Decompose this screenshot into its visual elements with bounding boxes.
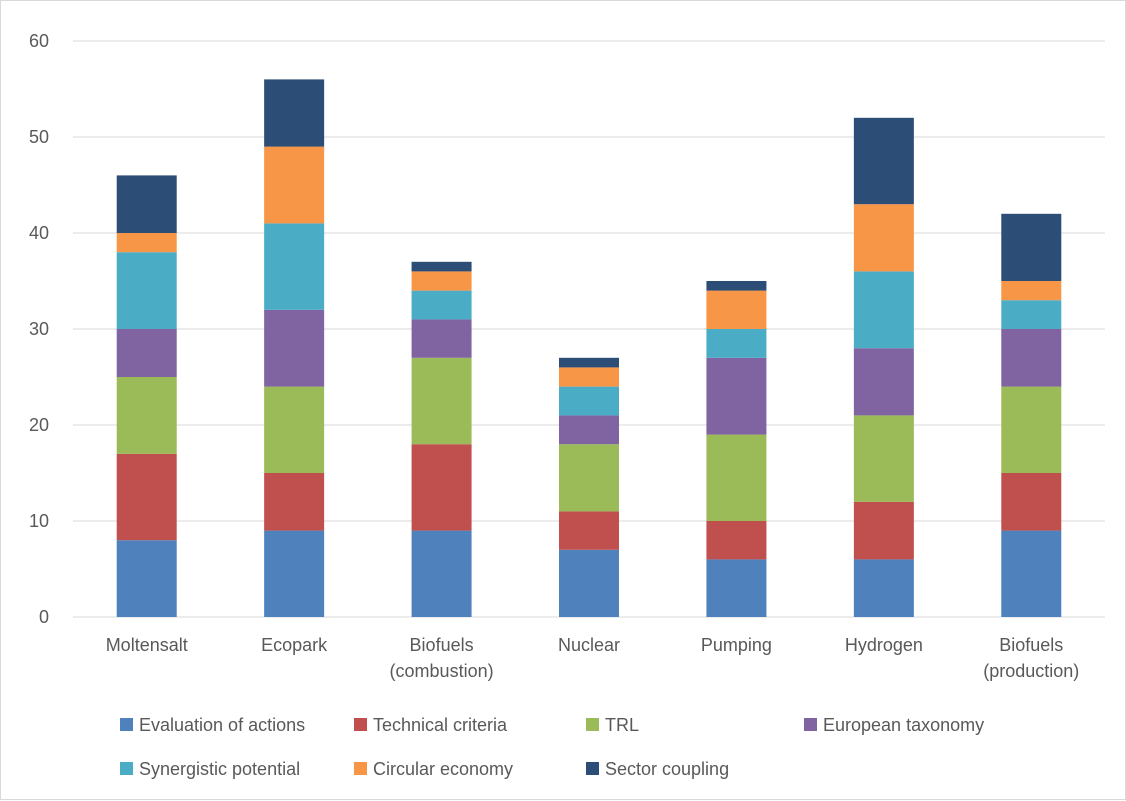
legend-item: Evaluation of actions — [120, 715, 305, 735]
y-tick-label: 60 — [29, 31, 49, 51]
legend-item: Synergistic potential — [120, 759, 300, 779]
bar-segment — [411, 530, 472, 617]
bar-segment — [1001, 473, 1062, 531]
bar-segment — [411, 261, 472, 272]
legend-swatch — [804, 718, 817, 731]
bar-segment — [264, 79, 325, 147]
y-tick-label: 0 — [39, 607, 49, 627]
bar-segment — [264, 530, 325, 617]
bar-segment — [559, 386, 619, 416]
bar-stack — [411, 261, 472, 617]
bar-segment — [116, 175, 177, 233]
bar-segment — [706, 329, 767, 358]
bar-stack — [116, 175, 177, 617]
x-axis-category-labels: Moltensalt Ecopark Biofuels (combustion) Nuc… — [106, 635, 1080, 681]
legend-item: Sector coupling — [586, 759, 729, 779]
x-category-label: Pumping — [701, 635, 772, 655]
bar-segment — [706, 521, 767, 560]
bar-segment — [116, 540, 177, 617]
legend-swatch — [586, 718, 599, 731]
bar-segment — [1001, 300, 1062, 329]
bar-segment — [706, 281, 767, 291]
bar-segment — [411, 290, 472, 320]
legend-label: Sector coupling — [605, 759, 729, 779]
bar-segment — [1001, 213, 1062, 281]
bar-segment — [706, 357, 767, 435]
legend-swatch — [586, 762, 599, 775]
y-tick-label: 20 — [29, 415, 49, 435]
bar-segment — [411, 319, 472, 358]
bar-segment — [706, 434, 767, 521]
bar-segment — [1001, 530, 1062, 617]
bar-segment — [116, 252, 177, 329]
legend-swatch — [354, 718, 367, 731]
legend: Evaluation of actions Technical criteria T… — [120, 715, 984, 779]
bar-segment — [853, 559, 914, 617]
bar-segment — [853, 204, 914, 272]
bar-segment — [559, 415, 619, 445]
x-category-label: Hydrogen — [845, 635, 923, 655]
legend-swatch — [120, 718, 133, 731]
y-tick-label: 30 — [29, 319, 49, 339]
bar-segment — [264, 473, 325, 531]
bar-stack — [853, 117, 914, 617]
bar-stack — [559, 357, 619, 617]
legend-item: European taxonomy — [804, 715, 984, 735]
bar-segment — [559, 549, 619, 617]
bar-segment — [264, 309, 325, 387]
bar-segment — [264, 146, 325, 224]
bar-stack — [706, 281, 767, 617]
bar-segment — [411, 357, 472, 445]
bar-segment — [264, 223, 325, 310]
bar-segment — [853, 348, 914, 416]
legend-item: Circular economy — [354, 759, 513, 779]
bar-segment — [559, 357, 619, 368]
bar-segment — [1001, 329, 1062, 387]
bar-segment — [559, 511, 619, 550]
legend-label: TRL — [605, 715, 639, 735]
bar-segment — [411, 444, 472, 531]
legend-swatch — [120, 762, 133, 775]
bar-segment — [116, 453, 177, 541]
y-tick-label: 40 — [29, 223, 49, 243]
legend-label: Technical criteria — [373, 715, 508, 735]
bar-segment — [1001, 386, 1062, 473]
x-category-label: (combustion) — [390, 661, 494, 681]
legend-item: Technical criteria — [354, 715, 508, 735]
x-category-label: Ecopark — [261, 635, 328, 655]
bar-segment — [116, 377, 177, 454]
y-tick-label: 10 — [29, 511, 49, 531]
legend-label: Synergistic potential — [139, 759, 300, 779]
y-axis-tick-labels: 0 10 20 30 40 50 60 — [29, 31, 49, 627]
bar-segment — [559, 444, 619, 512]
legend-swatch — [354, 762, 367, 775]
bar-segment — [411, 271, 472, 291]
bar-segment — [706, 290, 767, 329]
x-category-label: Moltensalt — [106, 635, 188, 655]
bar-segment — [706, 559, 767, 617]
bar-stack — [1001, 213, 1062, 617]
bar-segment — [559, 367, 619, 387]
y-tick-label: 50 — [29, 127, 49, 147]
legend-label: European taxonomy — [823, 715, 984, 735]
x-category-label: Biofuels — [999, 635, 1063, 655]
legend-label: Evaluation of actions — [139, 715, 305, 735]
bar-segment — [853, 415, 914, 502]
x-category-label: Nuclear — [558, 635, 620, 655]
legend-item: TRL — [586, 715, 639, 735]
bar-segment — [853, 271, 914, 349]
bar-segment — [853, 501, 914, 560]
bar-segment — [264, 386, 325, 473]
bar-segment — [116, 233, 177, 253]
x-category-label: (production) — [983, 661, 1079, 681]
x-category-label: Biofuels — [410, 635, 474, 655]
bar-segment — [1001, 281, 1062, 301]
bars — [116, 79, 1062, 617]
bar-stack — [264, 79, 325, 617]
legend-label: Circular economy — [373, 759, 513, 779]
bar-segment — [853, 117, 914, 205]
bar-segment — [116, 329, 177, 377]
